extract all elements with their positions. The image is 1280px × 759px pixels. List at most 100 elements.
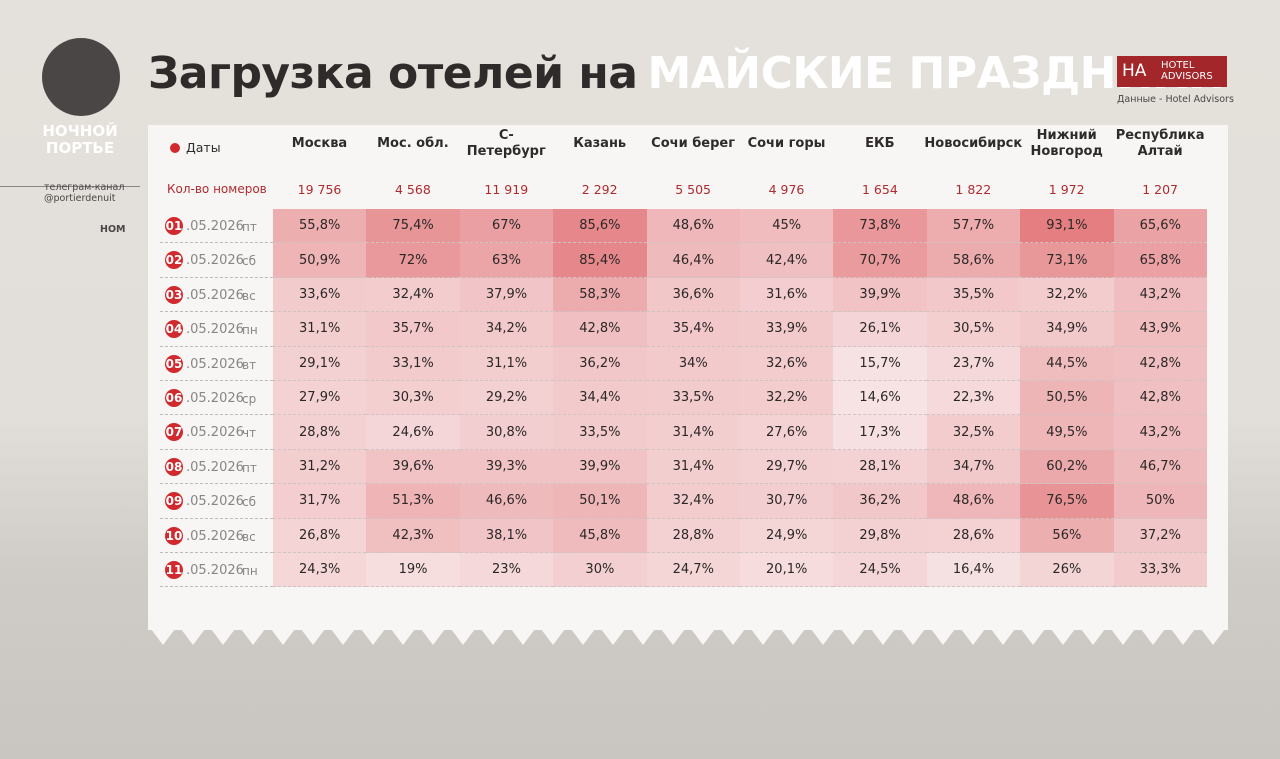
weekday: пт	[242, 460, 257, 475]
cell: 51,3%	[366, 484, 460, 519]
cell: 23,7%	[926, 346, 1021, 381]
cell: 93,1%	[1020, 209, 1114, 244]
cell: 55,8%	[273, 209, 367, 244]
cell: 49,5%	[1020, 415, 1114, 450]
cell: 73,1%	[1020, 243, 1114, 278]
logo-text: HOTEL	[1161, 60, 1195, 71]
cell: 23%	[459, 553, 554, 588]
rooms-count: 5 505	[675, 182, 711, 197]
cell: 35,7%	[366, 312, 460, 347]
cell: 85,6%	[553, 209, 647, 244]
cell: 43,9%	[1113, 312, 1207, 347]
cell: 58,3%	[553, 277, 647, 313]
rooms-count: 4 976	[768, 182, 805, 197]
rooms-count: 1 822	[955, 182, 992, 197]
date-day: 06	[165, 389, 183, 407]
cell: 44,5%	[1020, 346, 1114, 381]
cell: 30,3%	[366, 381, 460, 416]
cell: 33,9%	[740, 312, 834, 347]
date-day: 03	[165, 285, 183, 304]
cell: 27,9%	[273, 381, 367, 416]
cell: 24,3%	[273, 553, 367, 588]
cell: 70,7%	[833, 243, 927, 278]
cell: 85,4%	[553, 243, 647, 278]
logo-text: ADVISORS	[1161, 71, 1213, 82]
column-header: Мос. обл.	[377, 136, 449, 151]
cell: 42,4%	[740, 243, 834, 278]
weekday: вс	[242, 529, 256, 544]
telegram-label: телеграм-канал	[44, 182, 125, 193]
cell: 24,7%	[646, 553, 740, 588]
logo-mark: HA	[1122, 61, 1147, 81]
column-header: С-Петербург	[466, 128, 546, 159]
date: .05.2026	[186, 219, 244, 234]
cell: 24,5%	[833, 553, 927, 588]
cell: 33,1%	[366, 346, 460, 381]
cell: 34,9%	[1020, 312, 1114, 347]
title-text: Загрузка отелей на	[148, 48, 638, 99]
date-day: 02	[165, 251, 183, 270]
cell: 28,8%	[273, 415, 367, 450]
date-day: 10	[165, 526, 183, 545]
cell: 48,6%	[646, 209, 740, 244]
cell: 42,8%	[553, 312, 647, 347]
date-day: 11	[165, 561, 183, 579]
cell: 14,6%	[833, 381, 927, 416]
cell: 31,1%	[459, 346, 554, 381]
cell: 34,2%	[459, 312, 554, 347]
partner: НОМ	[100, 224, 126, 235]
cell: 30,8%	[459, 415, 554, 450]
cell: 29,8%	[833, 518, 927, 553]
brand-line: ПОРТЬЕ	[45, 139, 115, 157]
date-day: 07	[165, 423, 183, 442]
cell: 24,9%	[740, 518, 834, 553]
cell: 50,5%	[1020, 381, 1114, 416]
card-edge	[148, 625, 1228, 645]
cell: 50,1%	[553, 484, 647, 519]
legend-dot	[170, 143, 180, 153]
column-header: Сочи горы	[747, 136, 826, 151]
date-day: 04	[165, 320, 183, 339]
rooms-count: 1 207	[1142, 182, 1178, 197]
cell: 45,8%	[553, 518, 647, 553]
cell: 26,1%	[833, 312, 927, 347]
cell: 30,7%	[740, 484, 834, 519]
cell: 57,7%	[926, 209, 1021, 244]
weekday: пн	[242, 323, 258, 338]
cell: 29,7%	[740, 449, 834, 485]
cell: 73,8%	[833, 209, 927, 244]
telegram-handle: @portierdenuit	[44, 193, 116, 204]
weekday: сб	[242, 254, 256, 269]
brand-line: НОЧНОЙ	[42, 122, 118, 140]
cell: 65,8%	[1113, 243, 1207, 278]
title: Загрузка отелей на МАЙСКИЕ ПРАЗДНИКИ	[148, 48, 1225, 99]
cell: 46,7%	[1113, 449, 1207, 485]
column-header: ЕКБ	[865, 136, 895, 151]
rooms-label: Кол-во номеров	[167, 182, 267, 196]
cell: 43,2%	[1113, 415, 1207, 450]
cell: 32,4%	[646, 484, 740, 519]
date: .05.2026	[186, 494, 244, 510]
column-header: Новосибирск	[924, 136, 1023, 151]
cell: 22,3%	[926, 381, 1021, 416]
cell: 36,2%	[833, 484, 927, 519]
cell: 26%	[1020, 553, 1114, 588]
cell: 31,7%	[273, 484, 367, 519]
column-header: Москва	[291, 136, 348, 151]
date: .05.2026	[186, 356, 244, 372]
column-header: Нижний Новгород	[1030, 128, 1103, 159]
date: .05.2026	[186, 391, 244, 406]
cell: 42,3%	[366, 518, 460, 553]
cell: 48,6%	[926, 484, 1021, 519]
cell: 39,3%	[459, 449, 554, 485]
cell: 16,4%	[926, 553, 1021, 588]
column-header: Республика Алтай	[1115, 128, 1205, 159]
rooms-count: 2 292	[581, 182, 618, 197]
cell: 50%	[1113, 484, 1207, 519]
cell: 34%	[646, 346, 740, 381]
weekday: пт	[242, 220, 257, 234]
cell: 45%	[740, 209, 834, 244]
date: .05.2026	[186, 287, 244, 303]
cell: 46,4%	[646, 243, 740, 278]
date: .05.2026	[186, 459, 244, 475]
